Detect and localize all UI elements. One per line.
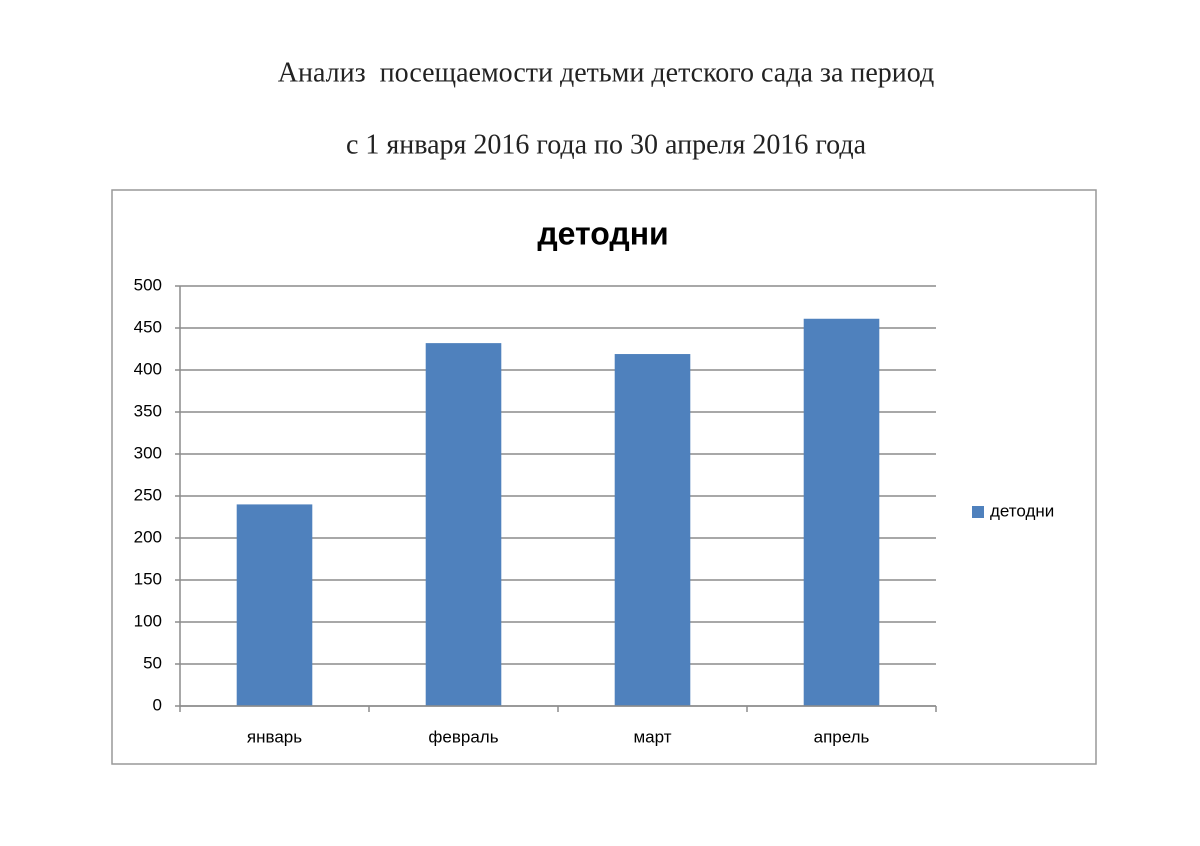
heading-line: с 1 января 2016 года по 30 апреля 2016 г…: [346, 129, 867, 160]
bar: [425, 343, 502, 706]
y-tick-label: 500: [134, 275, 162, 294]
y-tick-label: 250: [134, 485, 162, 504]
y-tick-label: 100: [134, 611, 162, 630]
legend-swatch: [972, 506, 984, 518]
legend-label: детодни: [990, 501, 1054, 520]
y-tick-label: 400: [134, 359, 162, 378]
y-tick-label: 200: [134, 527, 162, 546]
y-tick-label: 150: [134, 569, 162, 588]
y-tick-label: 350: [134, 401, 162, 420]
x-tick-label: март: [633, 727, 671, 746]
x-tick-label: февраль: [428, 727, 498, 746]
y-tick-label: 0: [153, 695, 162, 714]
x-tick-label: апрель: [814, 727, 870, 746]
bar: [614, 354, 691, 706]
bar: [236, 504, 313, 706]
heading-line: Анализ посещаемости детьми детского сада…: [278, 57, 934, 88]
y-tick-label: 450: [134, 317, 162, 336]
x-tick-label: январь: [247, 727, 302, 746]
y-tick-label: 300: [134, 443, 162, 462]
bar: [803, 318, 880, 706]
y-tick-label: 50: [143, 653, 162, 672]
chart-title: детодни: [537, 215, 668, 251]
